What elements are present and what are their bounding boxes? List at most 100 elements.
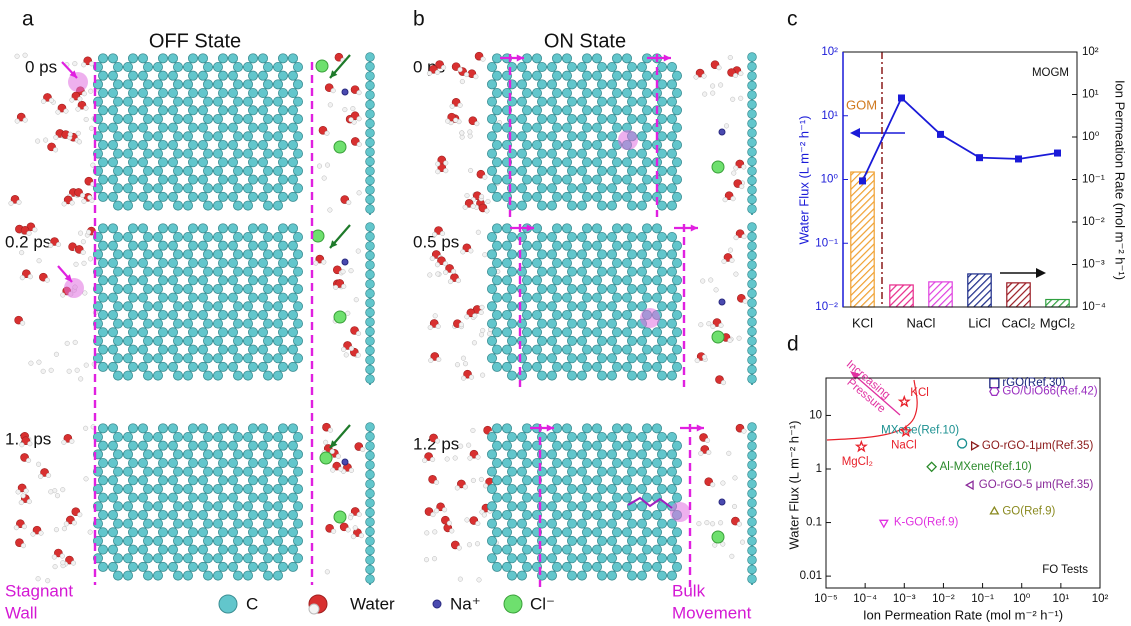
- carbon-atom: [168, 123, 177, 132]
- carbon-atom: [183, 284, 192, 293]
- carbon-atom: [123, 571, 132, 580]
- carbon-atom: [168, 562, 177, 571]
- hydrogen: [349, 468, 354, 473]
- carbon-atom: [123, 302, 132, 311]
- carbon-atom: [552, 458, 561, 467]
- hydrogen: [487, 331, 492, 336]
- carbon-atom: [517, 250, 526, 259]
- carbon-atom: [592, 158, 601, 167]
- carbon-atom: [218, 493, 227, 502]
- carbon-atom: [517, 132, 526, 141]
- carbon-atom: [288, 424, 297, 433]
- hydrogen: [723, 197, 728, 202]
- carbon-atom: [218, 293, 227, 302]
- carbon-atom: [248, 362, 257, 371]
- carbon-atom: [113, 166, 122, 175]
- hydrogen: [707, 321, 712, 326]
- carbon-atom: [188, 362, 197, 371]
- carbon-atom: [158, 528, 167, 537]
- point: [972, 442, 979, 450]
- carbon-atom: [567, 536, 576, 545]
- carbon-atom: [607, 201, 616, 210]
- carbon-atom: [98, 345, 107, 354]
- carbon-atom: [507, 302, 516, 311]
- carbon-atom: [98, 310, 107, 319]
- carbon-atom: [502, 310, 511, 319]
- hydrogen: [82, 91, 87, 96]
- wall-atom: [748, 356, 757, 365]
- carbon-atom: [113, 536, 122, 545]
- y-tick-label: 10²: [821, 46, 838, 58]
- carbon-atom: [248, 258, 257, 267]
- hydrogen: [705, 520, 710, 525]
- carbon-atom: [248, 528, 257, 537]
- carbon-atom: [607, 450, 616, 459]
- carbon-atom: [577, 97, 586, 106]
- hydrogen: [53, 564, 58, 569]
- carbon-atom: [98, 293, 107, 302]
- carbon-atom: [582, 458, 591, 467]
- carbon-atom: [517, 336, 526, 345]
- sodium-ion: [719, 129, 725, 135]
- carbon-atom: [597, 149, 606, 158]
- hydrogen: [721, 481, 726, 486]
- carbon-atom: [657, 114, 666, 123]
- carbon-atom: [213, 554, 222, 563]
- wall-atom: [366, 148, 375, 157]
- hydrogen: [48, 243, 53, 248]
- carbon-atom: [293, 62, 302, 71]
- carbon-atom: [278, 441, 287, 450]
- carbon-atom: [517, 450, 526, 459]
- caption: Stagnant: [5, 581, 73, 600]
- carbon-atom: [198, 88, 207, 97]
- carbon-atom: [143, 201, 152, 210]
- carbon-atom: [188, 241, 197, 250]
- y-tick-label: 0.1: [806, 517, 822, 529]
- carbon-atom: [98, 258, 107, 267]
- hydrogen: [428, 358, 433, 363]
- carbon-atom: [168, 458, 177, 467]
- carbon-atom: [233, 519, 242, 528]
- hydrogen: [23, 118, 28, 123]
- hydrogen: [345, 311, 350, 316]
- carbon-atom: [582, 158, 591, 167]
- carbon-atom: [113, 502, 122, 511]
- carbon-atom: [577, 166, 586, 175]
- carbon-atom: [293, 250, 302, 259]
- carbon-atom: [233, 97, 242, 106]
- carbon-atom: [168, 345, 177, 354]
- carbon-atom: [517, 302, 526, 311]
- carbon-atom: [123, 250, 132, 259]
- carbon-atom: [233, 502, 242, 511]
- carbon-atom: [622, 224, 631, 233]
- carbon-atom: [278, 54, 287, 63]
- wall-atom: [748, 100, 757, 109]
- wall-atom: [366, 327, 375, 336]
- carbon-atom: [552, 345, 561, 354]
- hydrogen: [331, 88, 336, 93]
- carbon-atom: [582, 424, 591, 433]
- carbon-atom: [562, 123, 571, 132]
- carbon-atom: [173, 571, 182, 580]
- carbon-atom: [607, 184, 616, 193]
- y-axis-label: Water Flux (L m⁻² h⁻¹): [786, 420, 801, 549]
- hydrogen: [712, 543, 717, 548]
- carbon-atom: [278, 528, 287, 537]
- carbon-atom: [567, 336, 576, 345]
- carbon-atom: [153, 502, 162, 511]
- carbon-atom: [657, 484, 666, 493]
- hydrogen: [460, 135, 465, 140]
- x-tick-label: 10⁻²: [932, 593, 955, 605]
- carbon-atom: [108, 293, 117, 302]
- carbon-atom: [183, 267, 192, 276]
- hydrogen: [453, 118, 458, 123]
- carbon-atom: [552, 328, 561, 337]
- point: [990, 379, 999, 388]
- wall-atom: [366, 318, 375, 327]
- carbon-atom: [492, 345, 501, 354]
- carbon-atom: [597, 371, 606, 380]
- carbon-atom: [627, 302, 636, 311]
- wall-atom: [366, 53, 375, 62]
- carbon-atom: [158, 293, 167, 302]
- carbon-atom: [607, 336, 616, 345]
